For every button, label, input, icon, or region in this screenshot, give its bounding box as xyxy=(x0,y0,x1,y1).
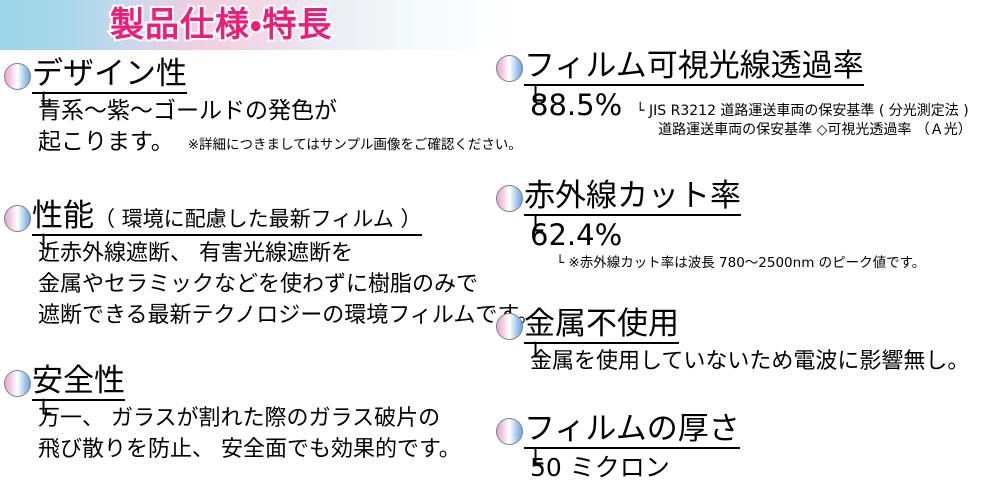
standard-note-line: 道路運送車両の保安基準 ◇可視光透過率 （Ａ光） xyxy=(658,122,972,138)
body-line: 飛び散りを防止、 安全面でも効果的です。 xyxy=(38,437,461,462)
body-line: 万一、 ガラスが割れた際のガラス破片の xyxy=(38,406,441,431)
branch-glyph-icon: └ xyxy=(36,234,52,263)
section-body: └ 近赤外線遮断、 有害光線遮断を 金属やセラミックなどを使わずに樹脂のみで 遮… xyxy=(4,234,540,331)
value-with-notes: 88.5% └ JIS R3212 道路運送車両の保安基準 ( 分光測定法 ) … xyxy=(530,88,972,140)
section-body: └ 万一、 ガラスが割れた際のガラス破片の 飛び散りを防止、 安全面でも効果的で… xyxy=(4,399,461,465)
infrared-note: └ ※赤外線カット率は波長 780〜2500nm のピーク値です。 xyxy=(556,255,926,271)
branch-glyph-icon: └ xyxy=(528,342,544,371)
section-metal-free: 金属不使用 └ 金属を使用していないため電波に影響無し。 xyxy=(496,308,969,377)
standard-notes: └ JIS R3212 道路運送車両の保安基準 ( 分光測定法 ) 道路運送車両… xyxy=(636,98,972,140)
transmittance-value: 88.5% xyxy=(530,88,623,122)
gradient-circle-bullet-icon xyxy=(4,63,31,90)
section-heading-row: 金属不使用 xyxy=(496,308,969,344)
branch-glyph-icon: └ xyxy=(528,86,544,115)
section-heading: 性能（ 環境に配慮した最新フィルム ） xyxy=(32,198,422,236)
section-design: デザイン性 └ 青系〜紫〜ゴールドの発色が 起こります。 ※詳細につきましてはサ… xyxy=(4,58,522,158)
section-heading-row: 赤外線カット率 xyxy=(496,180,925,216)
section-heading-sub: （ 環境に配慮した最新フィルム ） xyxy=(94,207,422,231)
section-visible-light-transmittance: フィルム可視光線透過率 └ 88.5% └ JIS R3212 道路運送車両の保… xyxy=(496,50,972,140)
section-heading-row: フィルムの厚さ xyxy=(496,413,740,449)
gradient-circle-bullet-icon xyxy=(496,185,523,212)
body-line-with-note: 起こります。 ※詳細につきましてはサンプル画像をご確認ください。 xyxy=(38,127,522,158)
standard-note-line: └ JIS R3212 道路運送車両の保安基準 ( 分光測定法 ) xyxy=(636,103,969,119)
body-line: 金属やセラミックなどを使わずに樹脂のみで xyxy=(38,272,479,297)
section-heading-row: 性能（ 環境に配慮した最新フィルム ） xyxy=(4,200,539,236)
section-heading-row: デザイン性 xyxy=(4,58,522,94)
section-heading: デザイン性 xyxy=(32,56,187,94)
branch-glyph-icon: └ xyxy=(36,399,52,428)
section-heading: 金属不使用 xyxy=(524,306,679,344)
branch-glyph-icon: └ xyxy=(528,216,544,245)
metal-free-description: 金属を使用していないため電波に影響無し。 xyxy=(530,349,970,374)
infrared-cut-value: 62.4% xyxy=(530,218,623,252)
gradient-circle-bullet-icon xyxy=(496,313,523,340)
page-title: 製品仕様・特長 xyxy=(108,3,334,47)
section-body: └ 62.4% └ ※赤外線カット率は波長 780〜2500nm のピーク値です… xyxy=(496,218,925,273)
branch-glyph-icon: └ xyxy=(36,92,52,121)
body-line: 遮断できる最新テクノロジーの環境フィルムです。 xyxy=(38,303,540,328)
film-thickness-value: 50 ミクロン xyxy=(530,453,670,482)
sample-image-note: ※詳細につきましてはサンプル画像をご確認ください。 xyxy=(187,137,522,153)
section-heading: フィルムの厚さ xyxy=(524,411,740,449)
gradient-circle-bullet-icon xyxy=(496,55,523,82)
section-heading: 赤外線カット率 xyxy=(524,178,741,216)
section-film-thickness: フィルムの厚さ └ 50 ミクロン xyxy=(496,413,740,485)
section-heading: 安全性 xyxy=(32,363,125,401)
section-body: └ 金属を使用していないため電波に影響無し。 xyxy=(496,342,970,377)
section-body: └ 88.5% └ JIS R3212 道路運送車両の保安基準 ( 分光測定法 … xyxy=(496,88,972,140)
section-heading: フィルム可視光線透過率 xyxy=(524,48,864,86)
section-performance: 性能（ 環境に配慮した最新フィルム ） └ 近赤外線遮断、 有害光線遮断を 金属… xyxy=(4,200,539,331)
body-line: 起こります。 xyxy=(38,129,174,155)
body-line: 近赤外線遮断、 有害光線遮断を xyxy=(38,241,353,266)
section-heading-row: フィルム可視光線透過率 xyxy=(496,50,972,86)
section-body: └ 50 ミクロン xyxy=(496,451,740,485)
section-heading-row: 安全性 xyxy=(4,365,461,401)
gradient-circle-bullet-icon xyxy=(4,370,31,397)
branch-glyph-icon: └ xyxy=(528,449,544,478)
gradient-circle-bullet-icon xyxy=(4,205,31,232)
body-line: 青系〜紫〜ゴールドの発色が xyxy=(38,98,337,124)
section-body: └ 青系〜紫〜ゴールドの発色が 起こります。 ※詳細につきましてはサンプル画像を… xyxy=(4,92,522,158)
section-safety: 安全性 └ 万一、 ガラスが割れた際のガラス破片の 飛び散りを防止、 安全面でも… xyxy=(4,365,461,465)
title-banner: 製品仕様・特長 xyxy=(0,0,520,50)
section-infrared-cut-rate: 赤外線カット率 └ 62.4% └ ※赤外線カット率は波長 780〜2500nm… xyxy=(496,180,925,273)
gradient-circle-bullet-icon xyxy=(496,418,523,445)
